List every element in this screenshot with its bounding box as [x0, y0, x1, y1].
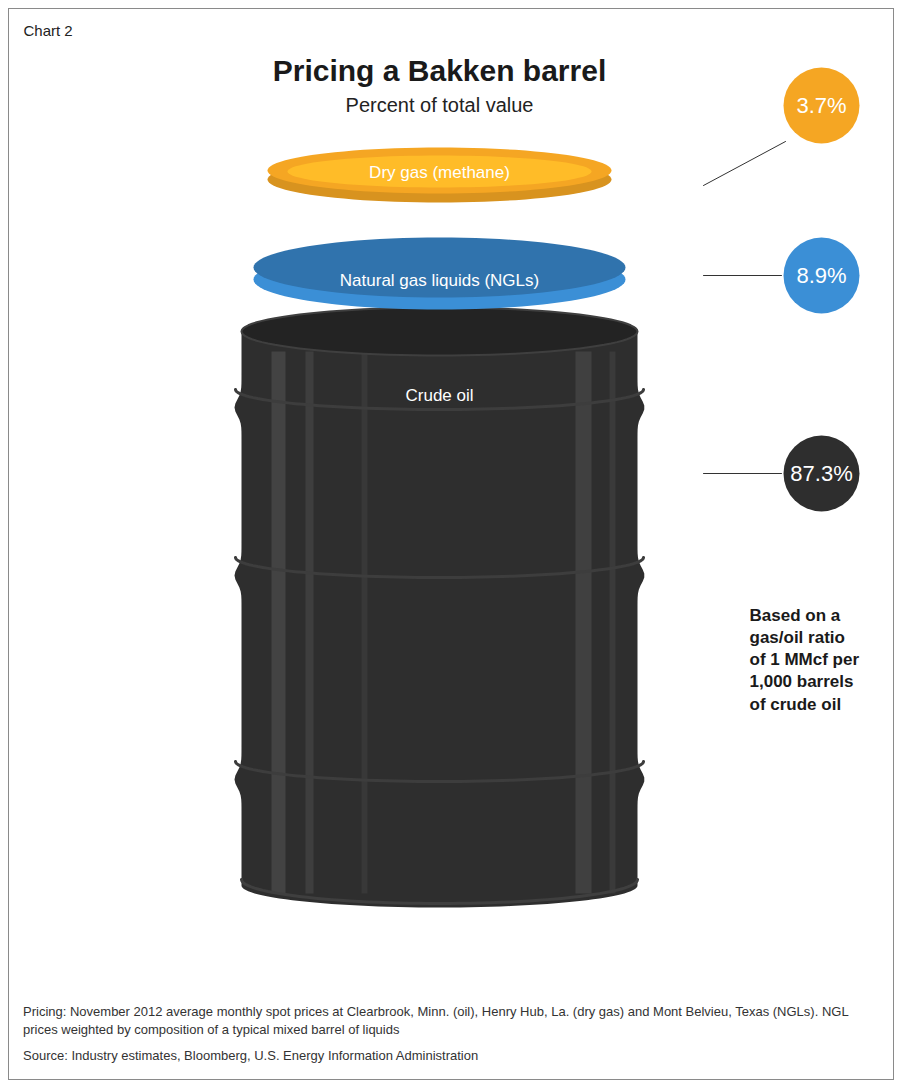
- svg-text:Dry gas (methane): Dry gas (methane): [369, 163, 510, 182]
- svg-text:87.3%: 87.3%: [790, 461, 852, 486]
- svg-text:Chart 2: Chart 2: [24, 22, 73, 39]
- svg-text:3.7%: 3.7%: [796, 93, 846, 118]
- svg-text:Pricing a Bakken barrel: Pricing a Bakken barrel: [273, 54, 607, 87]
- html-text:Source: Industry estimates, Bl: Source: Industry estimates, Bloomberg, U…: [23, 1048, 479, 1063]
- svg-text:Crude oil: Crude oil: [405, 386, 473, 405]
- html-text:Pricing: November 2012 average: Pricing: November 2012 average monthly s…: [23, 1004, 849, 1037]
- svg-text:Percent of total value: Percent of total value: [346, 94, 534, 116]
- svg-text:Natural gas liquids (NGLs): Natural gas liquids (NGLs): [340, 271, 539, 290]
- svg-text:Based on agas/oil ratioof 1 MM: Based on agas/oil ratioof 1 MMcf per1,00…: [750, 606, 860, 713]
- svg-text:8.9%: 8.9%: [796, 263, 846, 288]
